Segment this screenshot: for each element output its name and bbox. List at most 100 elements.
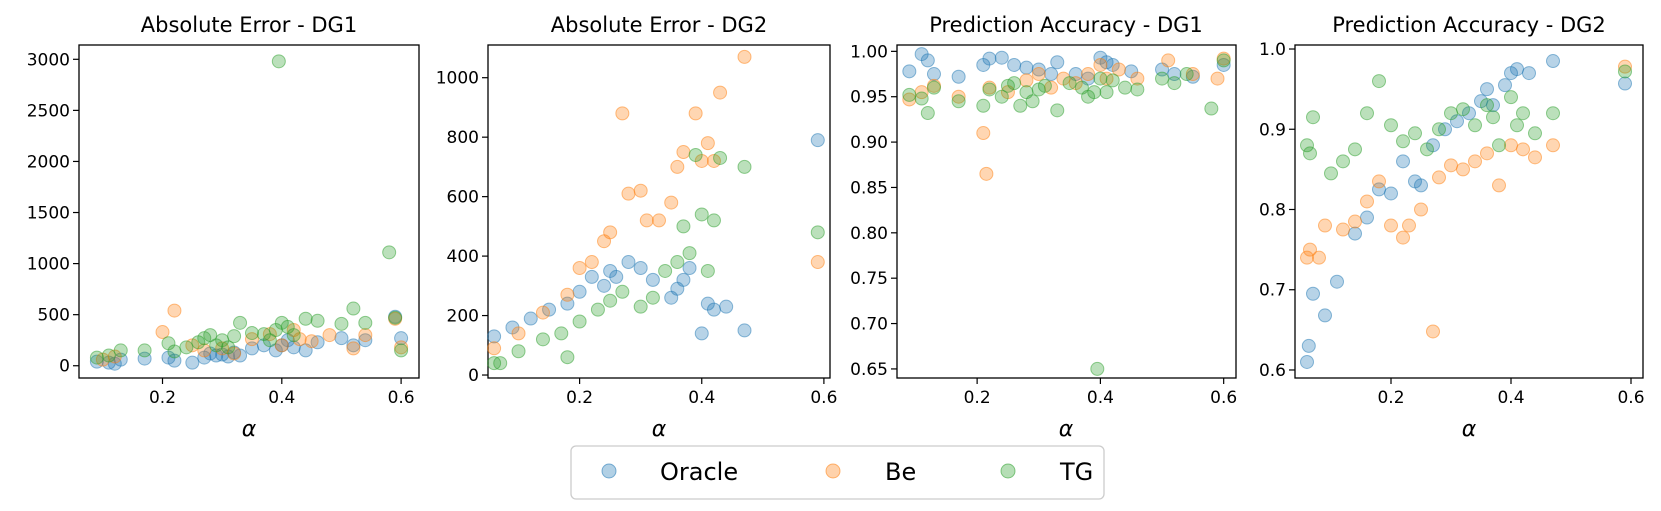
- point-tg: [645, 290, 660, 305]
- point-oracle: [1498, 78, 1512, 93]
- point-tg: [310, 313, 325, 328]
- point-tg: [1155, 71, 1170, 86]
- point-tg: [262, 333, 277, 348]
- point-oracle: [1480, 82, 1494, 97]
- point-oracle: [1510, 62, 1524, 77]
- point-tg: [694, 207, 709, 222]
- panel-1-points: [89, 54, 409, 371]
- point-tg: [1456, 102, 1470, 117]
- point-be: [1210, 71, 1225, 86]
- legend-marker-oracle: [601, 463, 617, 479]
- point-be: [670, 159, 685, 174]
- point-be: [639, 213, 654, 228]
- panel-2-points: [487, 49, 825, 371]
- point-tg: [682, 246, 697, 261]
- point-oracle: [694, 326, 709, 341]
- point-be: [615, 106, 630, 121]
- point-oracle: [902, 64, 917, 79]
- panel-3-xticks: 0.2 0.4 0.6: [964, 378, 1237, 408]
- point-oracle: [523, 311, 538, 326]
- point-tg: [1007, 76, 1022, 91]
- point-tg: [615, 284, 630, 299]
- point-oracle: [572, 284, 587, 299]
- y-tick-label: 0.70: [850, 315, 888, 335]
- point-be: [979, 166, 994, 181]
- point-oracle: [706, 302, 721, 317]
- panel-2-xlabel: α: [652, 417, 667, 442]
- point-be: [664, 195, 679, 210]
- point-be: [535, 305, 550, 320]
- point-oracle: [1384, 186, 1398, 201]
- x-tick-label: 0.4: [1087, 388, 1114, 408]
- y-tick-label: 0.85: [850, 178, 888, 198]
- point-tg: [179, 340, 194, 355]
- point-oracle: [137, 351, 152, 366]
- point-tg: [554, 326, 569, 341]
- y-tick-label: 600: [447, 188, 479, 208]
- y-tick-label: 0.90: [850, 133, 888, 153]
- point-tg: [1372, 74, 1386, 89]
- point-oracle: [645, 272, 660, 287]
- point-tg: [1037, 78, 1052, 93]
- point-oracle: [1300, 354, 1314, 369]
- point-oracle: [676, 272, 691, 287]
- point-tg: [706, 213, 721, 228]
- panel-4-yticks: 0.6 0.7 0.8 0.9 1.0: [1259, 40, 1295, 381]
- point-oracle: [621, 255, 636, 270]
- point-be: [274, 338, 289, 353]
- point-be: [1081, 67, 1096, 82]
- y-tick-label: 500: [38, 306, 70, 326]
- point-tg: [346, 301, 361, 316]
- point-tg: [1444, 106, 1458, 121]
- point-tg: [358, 315, 373, 330]
- point-tg: [572, 314, 587, 329]
- point-tg: [951, 94, 966, 109]
- point-be: [700, 136, 715, 151]
- point-be: [346, 341, 361, 356]
- point-be: [1019, 73, 1034, 88]
- y-tick-label: 0: [59, 357, 70, 377]
- point-be: [810, 255, 825, 270]
- point-tg: [633, 299, 648, 314]
- point-be: [1528, 150, 1542, 165]
- y-tick-label: 0.95: [850, 88, 888, 108]
- point-oracle: [1007, 57, 1022, 72]
- point-tg: [1130, 82, 1145, 97]
- point-oracle: [1318, 308, 1332, 323]
- point-oracle: [719, 299, 734, 314]
- point-tg: [1336, 154, 1350, 169]
- point-be: [688, 106, 703, 121]
- point-oracle: [682, 260, 697, 275]
- point-be: [1312, 250, 1326, 265]
- point-oracle: [810, 133, 825, 148]
- point-tg: [603, 293, 618, 308]
- point-tg: [137, 343, 152, 358]
- point-tg: [101, 348, 116, 363]
- point-tg: [737, 159, 752, 174]
- point-tg: [1486, 110, 1500, 125]
- point-tg: [1306, 110, 1320, 125]
- point-be: [1468, 154, 1482, 169]
- point-be: [1402, 218, 1416, 233]
- point-be: [572, 260, 587, 275]
- point-tg: [1504, 90, 1518, 105]
- point-be: [621, 186, 636, 201]
- legend-marker-tg: [1000, 463, 1016, 479]
- point-be: [1130, 71, 1145, 86]
- point-tg: [298, 311, 313, 326]
- point-tg: [1105, 73, 1120, 88]
- point-tg: [227, 329, 242, 344]
- panel-4-points: [1300, 54, 1632, 369]
- point-be: [358, 328, 373, 343]
- point-tg: [1087, 85, 1102, 100]
- point-tg: [1528, 126, 1542, 141]
- point-tg: [221, 340, 236, 355]
- point-tg: [1516, 106, 1530, 121]
- legend-frame: [570, 445, 1105, 500]
- point-be: [1093, 57, 1108, 72]
- point-tg: [89, 350, 104, 365]
- point-tg: [1216, 53, 1231, 68]
- point-be: [1492, 178, 1506, 193]
- point-oracle: [1348, 226, 1362, 241]
